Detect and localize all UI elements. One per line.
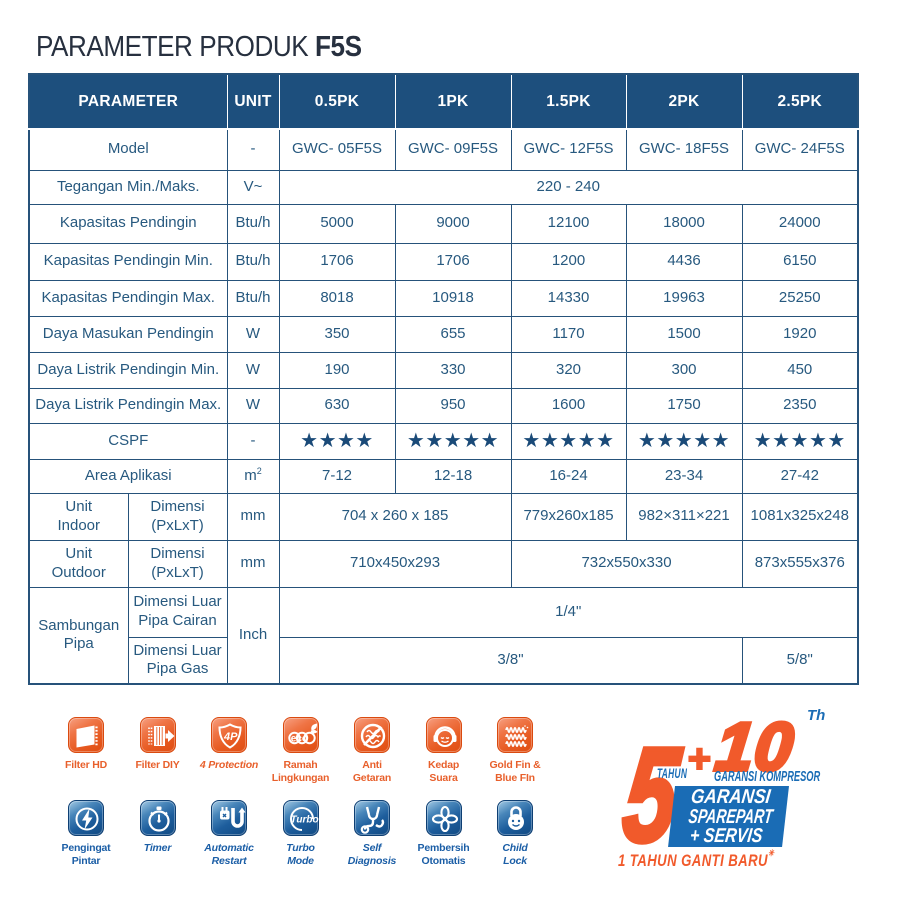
svg-text:Turbo: Turbo	[290, 815, 318, 826]
svg-text:eco: eco	[290, 733, 307, 744]
svg-text:4P: 4P	[223, 731, 238, 743]
